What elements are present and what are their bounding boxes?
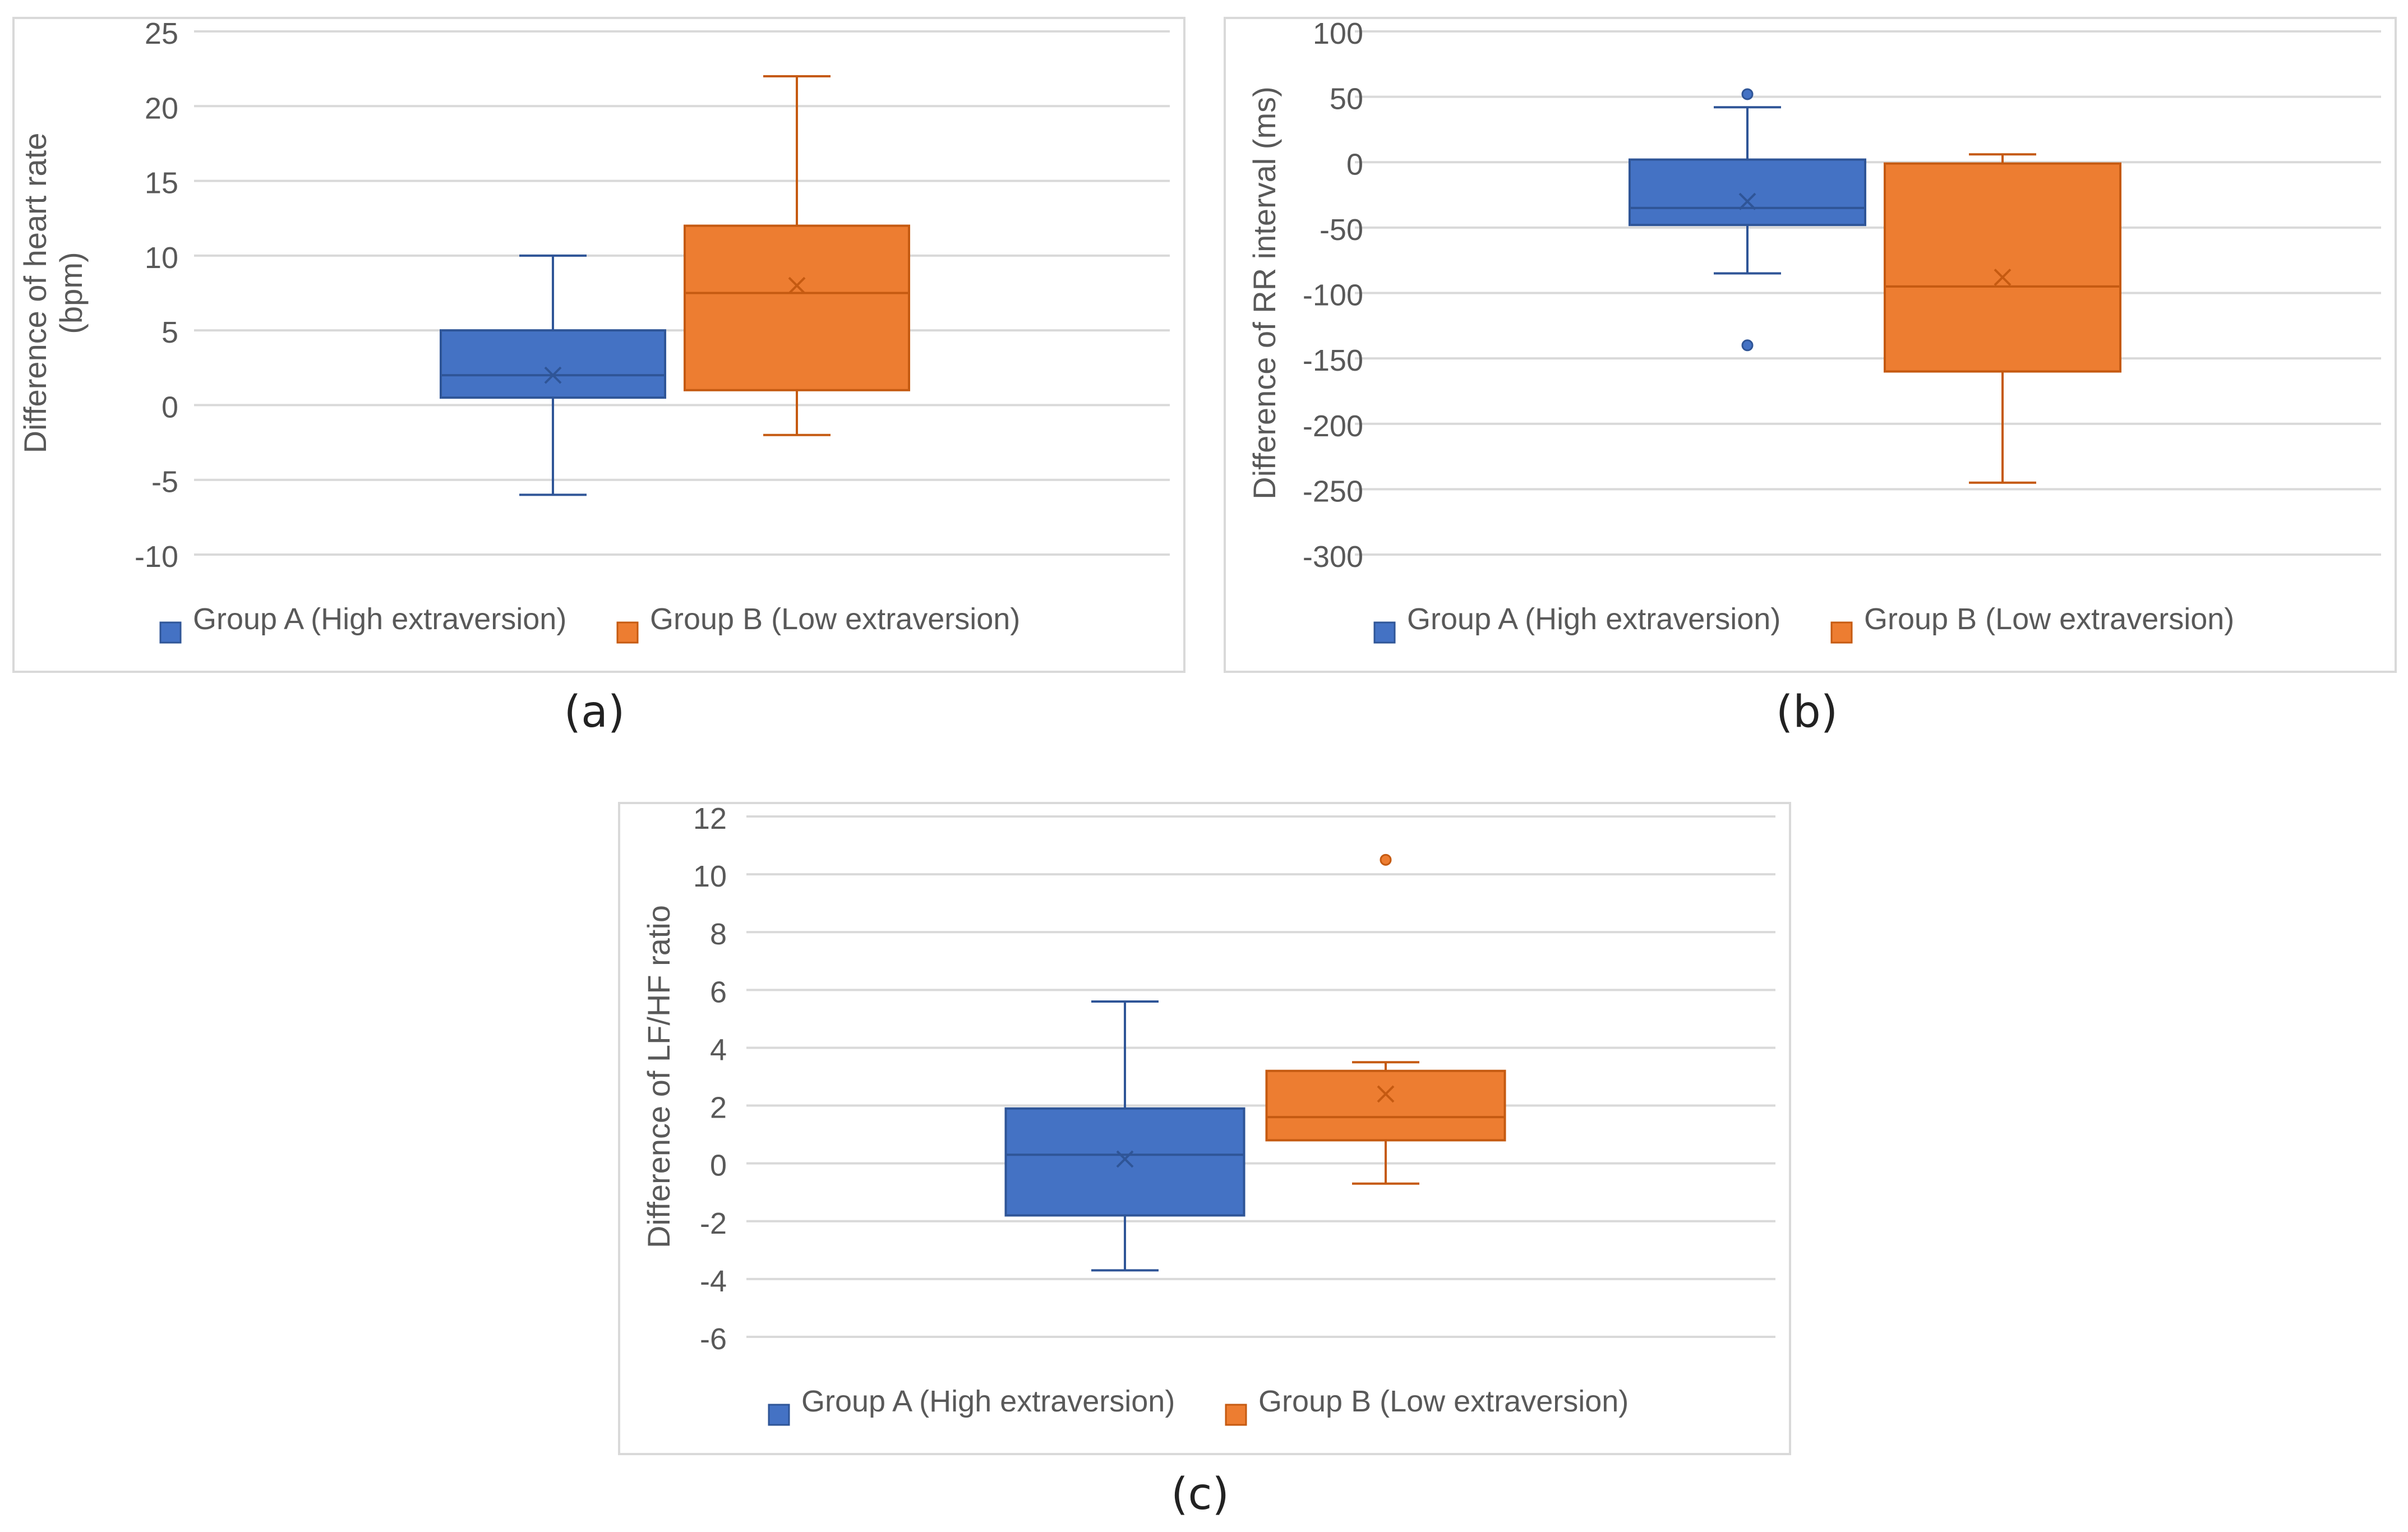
box-series-group-a xyxy=(440,254,666,496)
y-tick-label: -250 xyxy=(1303,474,1363,508)
y-tick-label: 10 xyxy=(693,860,727,893)
y-axis-label: Difference of heart rate (bpm) xyxy=(17,133,89,454)
outlier-point xyxy=(1741,339,1754,352)
y-tick-label: 20 xyxy=(145,91,178,125)
caption-a: (a) xyxy=(564,687,625,737)
y-axis-label-line: (bpm) xyxy=(53,252,89,334)
box-series-group-a xyxy=(1629,88,1866,352)
iqr-box xyxy=(1629,158,1866,227)
y-tick-label: -50 xyxy=(1320,213,1363,247)
y-tick-label: 2 xyxy=(710,1091,727,1125)
y-tick-label: -10 xyxy=(135,540,178,574)
y-tick-label: 25 xyxy=(145,17,178,50)
legend-label: Group B (Low extraversion) xyxy=(1258,1385,1629,1418)
y-tick-label: -5 xyxy=(151,465,178,499)
legend-swatch xyxy=(1830,621,1853,644)
boxplot-c: -6 -4 -2 0 2 4 6 8 10 12 Difference of LF/HF ratio… xyxy=(641,802,1775,1426)
box-series-group-b xyxy=(1884,153,2121,484)
legend-label: Group B (Low extraversion) xyxy=(650,602,1020,636)
y-tick-label: 0 xyxy=(1346,147,1363,181)
y-tick-label: 15 xyxy=(145,167,178,200)
mean-marker xyxy=(1994,269,2012,286)
caption-b: (b) xyxy=(1775,687,1838,737)
legend-swatch xyxy=(159,621,182,644)
legend-swatch xyxy=(1373,621,1396,644)
outlier-point xyxy=(1380,853,1392,866)
iqr-box xyxy=(440,329,666,399)
chart-panel-a: -10 -5 0 5 10 15 20 25 Difference of heart rate(… xyxy=(12,17,1185,673)
legend-label: Group A (High extraversion) xyxy=(1407,602,1780,636)
y-tick-label: -200 xyxy=(1303,409,1363,443)
y-tick-label: 4 xyxy=(710,1033,727,1067)
y-tick-label: 100 xyxy=(1313,17,1363,50)
y-tick-label: 5 xyxy=(162,316,178,349)
mean-marker xyxy=(1377,1085,1395,1103)
y-tick-label: -2 xyxy=(700,1207,727,1240)
mean-marker xyxy=(788,276,806,294)
iqr-box xyxy=(1004,1107,1245,1217)
y-axis-label-line: Difference of RR interval (ms) xyxy=(1247,86,1282,500)
caption-c: (c) xyxy=(1171,1469,1229,1520)
boxplot-a: -10 -5 0 5 10 15 20 25 Difference of heart rate(… xyxy=(17,17,1170,644)
legend-swatch xyxy=(768,1404,790,1426)
box-series-group-b xyxy=(684,75,910,436)
mean-marker xyxy=(1738,192,1756,210)
y-tick-label: -6 xyxy=(700,1322,727,1356)
y-tick-label: 0 xyxy=(162,390,178,424)
iqr-box xyxy=(1884,162,2121,373)
y-tick-label: 10 xyxy=(145,241,178,275)
y-tick-label: 12 xyxy=(693,802,727,836)
y-tick-label: 8 xyxy=(710,917,727,951)
y-tick-label: -150 xyxy=(1303,344,1363,377)
boxplot-b: -300 -250 -200 -150 -100 -50 0 50 100 Difference … xyxy=(1247,17,2381,644)
iqr-box xyxy=(684,224,910,391)
chart-panel-c: -6 -4 -2 0 2 4 6 8 10 12 Difference of LF/HF ratio… xyxy=(618,802,1791,1455)
chart-panel-b: -300 -250 -200 -150 -100 -50 0 50 100 Difference … xyxy=(1224,17,2397,673)
y-axis-label: Difference of RR interval (ms) xyxy=(1247,86,1282,500)
legend-label: Group A (High extraversion) xyxy=(801,1385,1175,1418)
mean-marker xyxy=(544,366,562,384)
legend-swatch xyxy=(1225,1404,1247,1426)
y-tick-label: -300 xyxy=(1303,540,1363,574)
y-axis-label: Difference of LF/HF ratio xyxy=(641,905,676,1248)
legend-label: Group A (High extraversion) xyxy=(193,602,566,636)
mean-marker xyxy=(1116,1150,1134,1168)
y-axis-label-line: Difference of LF/HF ratio xyxy=(641,905,676,1248)
y-tick-label: -100 xyxy=(1303,279,1363,312)
y-axis-label-line: Difference of heart rate xyxy=(17,133,53,454)
y-tick-label: -4 xyxy=(700,1265,727,1298)
legend-swatch xyxy=(616,621,639,644)
outlier-point xyxy=(1741,88,1754,100)
box-series-group-b xyxy=(1265,853,1506,1185)
box-series-group-a xyxy=(1004,1000,1245,1272)
legend-label: Group B (Low extraversion) xyxy=(1864,602,2234,636)
y-tick-label: 50 xyxy=(1330,82,1363,116)
y-tick-label: 6 xyxy=(710,975,727,1009)
iqr-box xyxy=(1265,1069,1506,1142)
y-tick-label: 0 xyxy=(710,1149,727,1183)
